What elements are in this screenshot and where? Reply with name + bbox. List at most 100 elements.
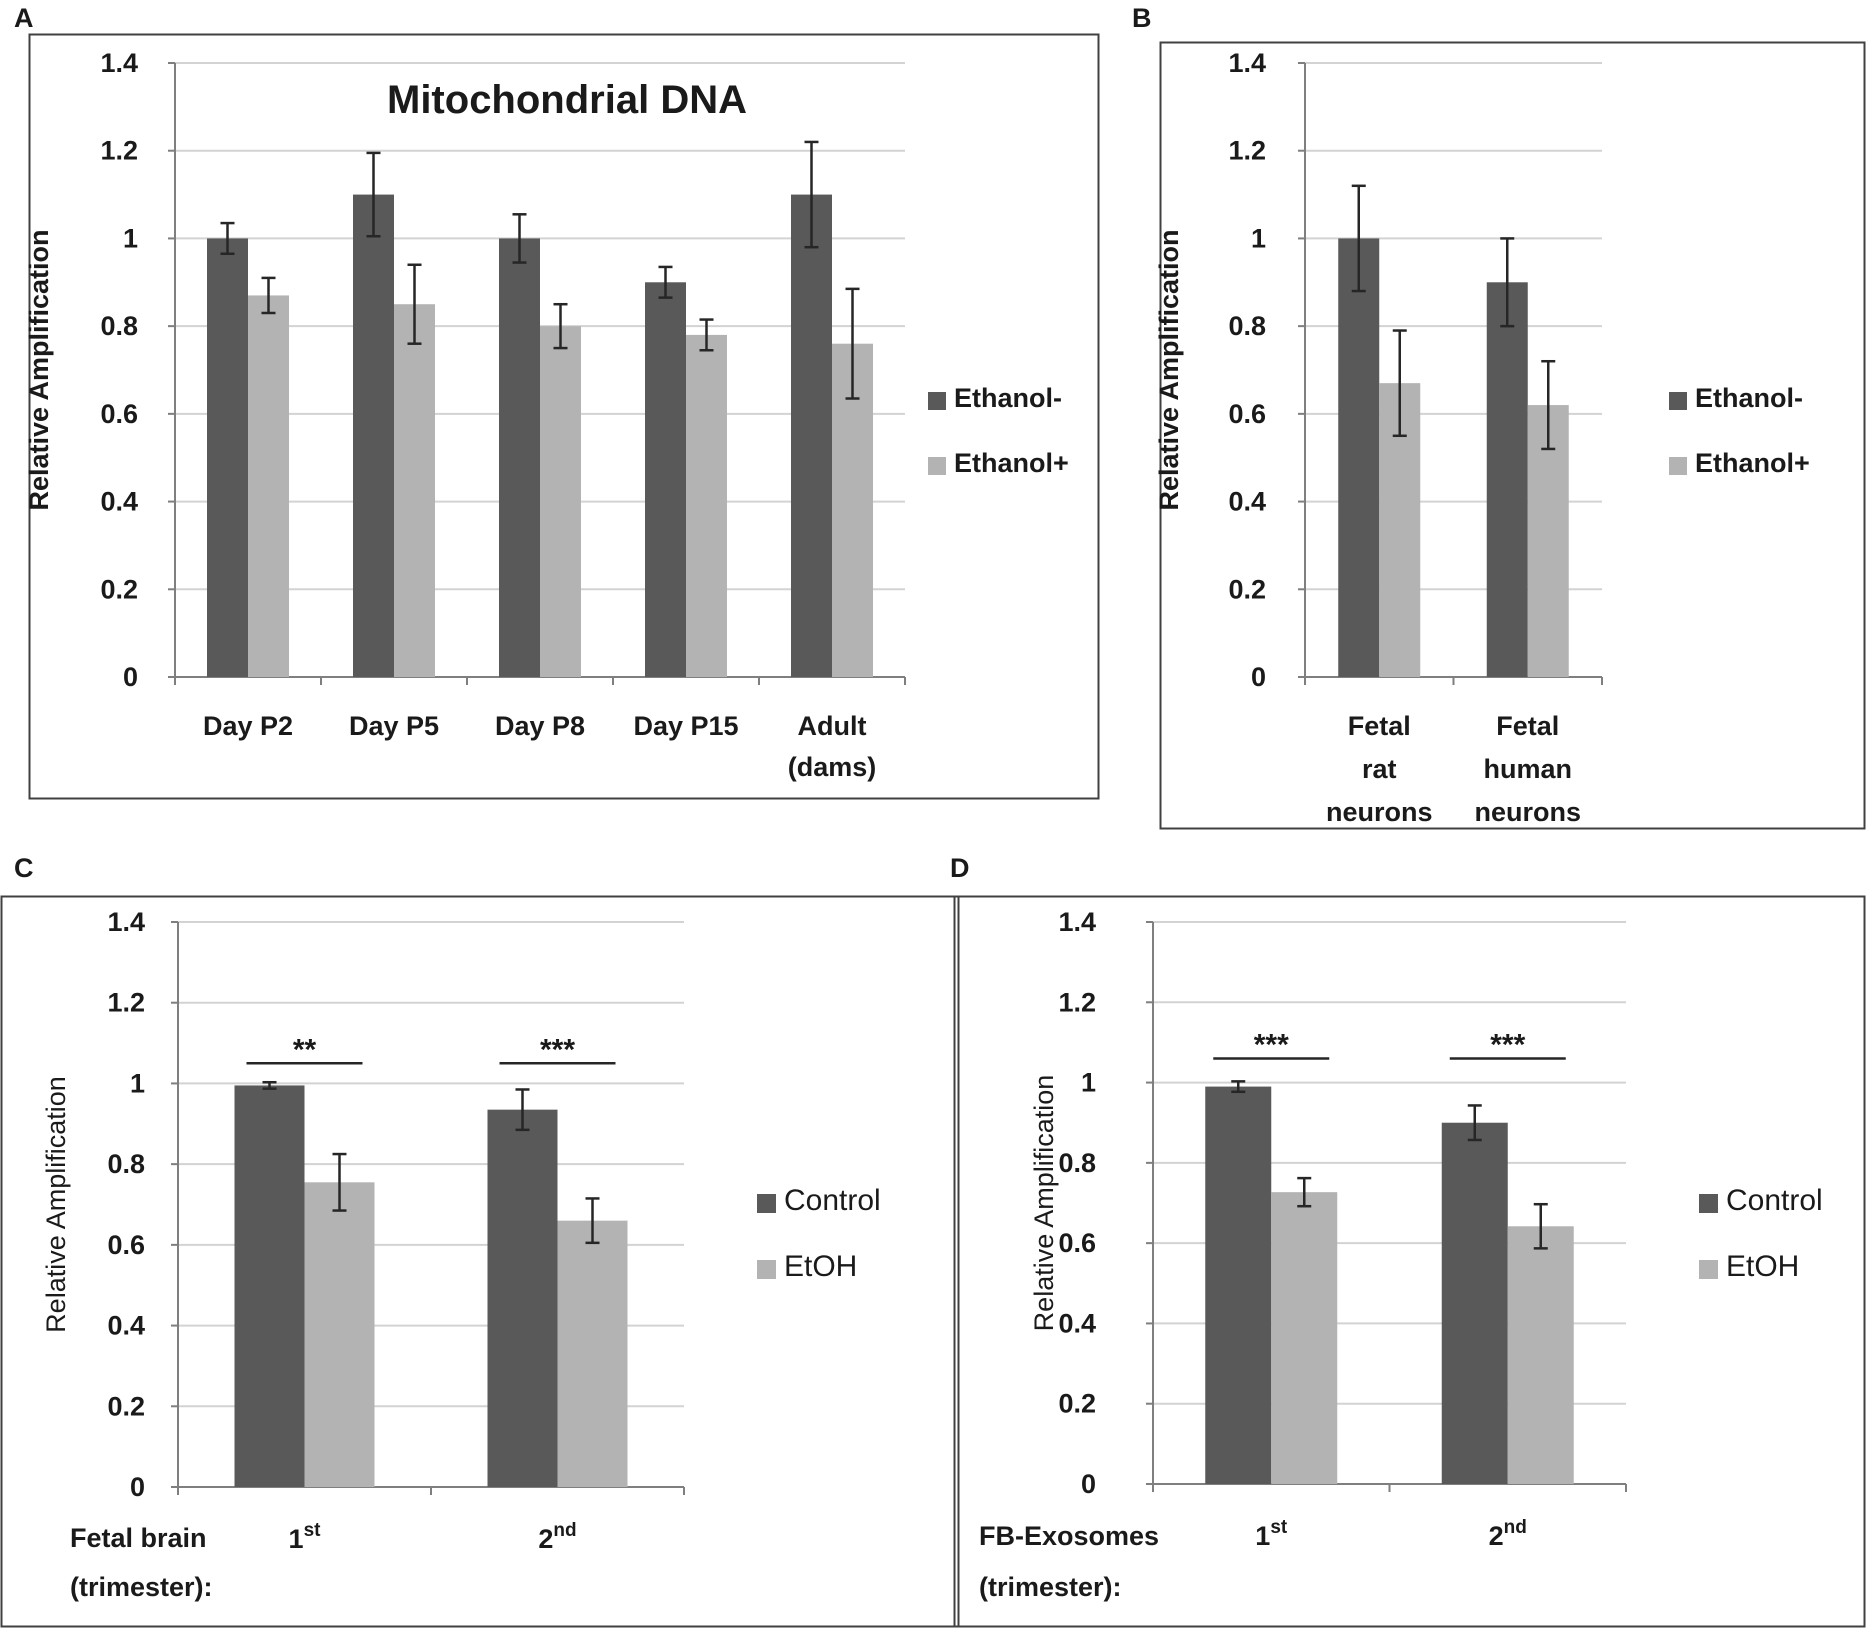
panel-letter: C	[14, 853, 34, 883]
legend-label: EtOH	[1726, 1250, 1799, 1283]
x-axis-label: FB-Exosomes	[979, 1521, 1159, 1551]
y-tick-label: 0.2	[107, 1391, 145, 1421]
legend-label: Ethanol+	[1695, 448, 1810, 478]
bar-ethanol-2	[394, 304, 435, 677]
x-tick-label-superscript: nd	[1504, 1517, 1527, 1538]
y-tick-label: 1.2	[1228, 136, 1266, 166]
x-tick-label: Adult	[798, 711, 867, 741]
y-axis-label: Relative Amplification	[1154, 229, 1184, 510]
y-tick-label: 0.8	[1228, 311, 1266, 341]
bar-ethanol-1	[207, 238, 248, 677]
bar-ethanol-3	[540, 326, 581, 677]
panel-frame	[0, 895, 960, 1628]
legend-swatch	[928, 457, 946, 475]
y-tick-label: 0.4	[1058, 1308, 1096, 1338]
bar-control2	[487, 1109, 558, 1487]
x-tick-label: Fetal	[1348, 711, 1411, 741]
x-tick-label-superscript: nd	[553, 1520, 576, 1541]
legend-swatch	[1699, 1260, 1718, 1279]
y-tick-label: 0	[123, 662, 138, 692]
y-tick-label: 1.4	[1058, 907, 1096, 937]
y-axis-label: Relative Amplification	[41, 1076, 71, 1333]
legend-swatch	[757, 1194, 776, 1213]
x-tick-label: rat	[1362, 754, 1397, 784]
panel-frame	[953, 895, 1866, 1628]
x-tick-label: Day P8	[495, 711, 585, 741]
x-tick-label-superscript: st	[1270, 1517, 1288, 1538]
bar-etoh1	[1271, 1192, 1338, 1484]
legend-label: Control	[784, 1184, 881, 1217]
legend-label: Ethanol+	[954, 448, 1069, 478]
y-tick-label: 0	[130, 1472, 145, 1502]
legend-swatch	[1669, 392, 1687, 410]
y-tick-label: 1.4	[107, 907, 145, 937]
y-tick-label: 1.2	[107, 988, 145, 1018]
panel-frame	[28, 33, 1100, 800]
y-tick-label: 1.4	[100, 48, 138, 78]
y-axis-label: Relative Amplification	[1029, 1075, 1059, 1332]
bar-ethanol-4	[686, 334, 727, 677]
x-axis-label: (trimester):	[70, 1572, 213, 1602]
panel-d: D 0 0.2 0.4 0.6 0.8 1 1.2 1.4 Relative Amplificat…	[950, 853, 1866, 1628]
bar-control1	[1205, 1086, 1272, 1484]
panel-letter: D	[950, 853, 970, 883]
legend-label: Ethanol-	[954, 383, 1062, 413]
panel-letter: A	[14, 3, 34, 33]
bar-ethanol-2	[1527, 405, 1569, 677]
panel-a: A 0 0.2 0.4 0.6 0.8 1 1.2 1.4 Relative Amplificat…	[14, 3, 1100, 800]
y-tick-label: 1.4	[1228, 48, 1266, 78]
panel-b: B 0 0.2 0.4 0.6 0.8 1 1.2 1.4 Relative Amplificat…	[1132, 3, 1866, 830]
y-tick-label: 1	[123, 223, 138, 253]
x-tick-label: Day P15	[633, 711, 738, 741]
legend-label: EtOH	[784, 1250, 857, 1283]
bar-ethanol-4	[645, 282, 686, 677]
bar-control1	[234, 1085, 305, 1487]
bar-etoh2	[557, 1220, 628, 1487]
x-tick-label: 1st	[289, 1520, 322, 1554]
significance-stars: ***	[540, 1033, 575, 1066]
significance-stars: ***	[1490, 1028, 1525, 1061]
y-tick-label: 0.6	[1228, 399, 1266, 429]
panel-letter: B	[1132, 3, 1152, 33]
bar-ethanol-3	[499, 238, 540, 677]
y-tick-label: 0	[1081, 1469, 1096, 1499]
legend-label: Ethanol-	[1695, 383, 1803, 413]
x-tick-label: (dams)	[788, 752, 877, 782]
y-tick-label: 0.8	[1058, 1148, 1096, 1178]
y-tick-label: 0.2	[1228, 574, 1266, 604]
significance-stars: ***	[1254, 1028, 1289, 1061]
bar-ethanol-2	[1486, 282, 1528, 677]
x-tick-label: 2nd	[538, 1520, 576, 1554]
y-tick-label: 0.8	[107, 1149, 145, 1179]
chart-title: Mitochondrial DNA	[387, 78, 747, 122]
x-tick-label: human	[1483, 754, 1572, 784]
y-tick-label: 0.6	[107, 1230, 145, 1260]
y-tick-label: 0.4	[107, 1311, 145, 1341]
x-tick-label: Fetal	[1496, 711, 1559, 741]
x-tick-label: neurons	[1326, 797, 1433, 827]
y-tick-label: 1.2	[100, 136, 138, 166]
y-tick-label: 0.8	[100, 311, 138, 341]
bar-ethanol-1	[248, 295, 289, 677]
y-tick-label: 0.2	[100, 574, 138, 604]
bar-control2	[1441, 1122, 1508, 1484]
legend-label: Control	[1726, 1184, 1823, 1217]
y-tick-label: 0.2	[1058, 1389, 1096, 1419]
x-tick-label: Day P2	[203, 711, 293, 741]
legend-swatch	[928, 392, 946, 410]
x-axis-label: (trimester):	[979, 1572, 1122, 1602]
legend-swatch	[1669, 457, 1687, 475]
x-tick-label: 1st	[1255, 1517, 1288, 1551]
bar-ethanol-1	[1338, 238, 1380, 677]
bar-etoh2	[1507, 1226, 1574, 1484]
y-tick-label: 0.4	[1228, 487, 1266, 517]
y-tick-label: 0.6	[1058, 1228, 1096, 1258]
bar-etoh1	[304, 1182, 375, 1487]
x-tick-label: neurons	[1474, 797, 1581, 827]
x-axis-label: Fetal brain	[70, 1523, 207, 1553]
x-tick-label-superscript: st	[304, 1520, 322, 1541]
bar-ethanol-5	[791, 194, 832, 678]
y-tick-label: 0	[1251, 662, 1266, 692]
y-tick-label: 0.6	[100, 399, 138, 429]
